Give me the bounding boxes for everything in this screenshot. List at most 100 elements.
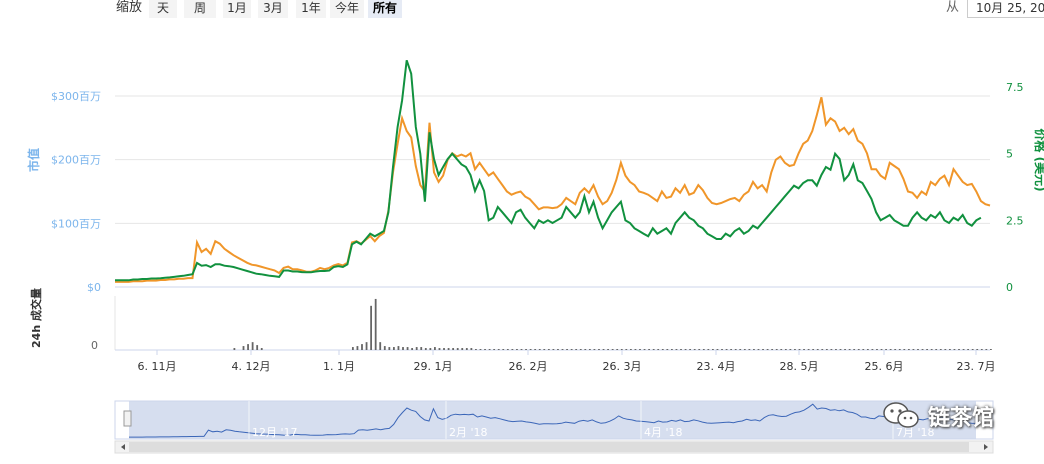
- zoom-button-0[interactable]: 天: [149, 0, 177, 18]
- navigator-label: 7月 '18: [896, 426, 935, 439]
- volume-bar: [958, 349, 960, 350]
- x-tick-label: 25. 6月: [865, 360, 904, 373]
- volume-bar: [397, 346, 400, 350]
- volume-bar: [748, 349, 751, 350]
- volume-bar: [552, 349, 555, 350]
- volume-bar: [912, 349, 915, 350]
- volume-bar: [566, 349, 568, 350]
- market-cap-line: [115, 97, 991, 283]
- volume-bar: [634, 349, 637, 350]
- volume-bar: [848, 349, 851, 350]
- from-label: 从: [946, 0, 960, 15]
- scroll-left-arrow: [121, 444, 125, 450]
- zoom-button-4[interactable]: 1年: [296, 0, 326, 18]
- volume-bar: [702, 349, 705, 350]
- x-tick-label: 6. 11月: [138, 360, 177, 373]
- volume-bar: [794, 349, 796, 350]
- volume-bar: [775, 349, 778, 350]
- volume-bar: [825, 349, 828, 350]
- volume-bar: [370, 305, 373, 350]
- volume-bar: [985, 349, 988, 350]
- volume-tick-label: 0: [91, 339, 98, 352]
- volume-bar: [835, 349, 837, 350]
- volume-bar: [739, 349, 742, 350]
- volume-bar: [871, 349, 874, 350]
- volume-bar: [383, 346, 386, 350]
- volume-bar: [921, 349, 924, 350]
- volume-bar: [424, 348, 427, 350]
- volume-bar: [470, 348, 473, 350]
- volume-bar: [698, 349, 701, 350]
- volume-bar: [260, 348, 263, 350]
- volume-bar: [356, 346, 359, 350]
- right-tick-label: 2.5: [1006, 214, 1024, 227]
- volume-bar: [971, 349, 974, 350]
- volume-bar: [712, 349, 714, 350]
- x-tick-label: 26. 3月: [603, 360, 642, 373]
- zoom-button-5[interactable]: 今年: [330, 0, 364, 18]
- volume-bar: [876, 349, 878, 350]
- volume-bar: [447, 348, 450, 350]
- volume-bar: [429, 348, 432, 350]
- volume-bar: [844, 349, 846, 350]
- volume-bar: [620, 349, 623, 350]
- volume-bar: [479, 349, 482, 350]
- volume-bar: [716, 349, 719, 350]
- volume-bar: [948, 349, 951, 350]
- zoom-button-6[interactable]: 所有: [368, 0, 402, 18]
- volume-bar: [771, 349, 774, 350]
- left-tick-label: $100百万: [51, 217, 101, 230]
- from-date-input[interactable]: 10月 25, 2017: [967, 0, 1044, 18]
- volume-bar: [506, 349, 509, 350]
- navigator-line: [129, 403, 977, 438]
- volume-bar: [402, 347, 404, 350]
- volume-bar: [593, 349, 596, 350]
- volume-bar: [652, 349, 655, 350]
- x-tick-label: 29. 1月: [414, 360, 453, 373]
- left-tick-label: $300百万: [51, 90, 101, 103]
- volume-bar: [789, 349, 792, 350]
- zoom-button-2[interactable]: 1月: [223, 0, 251, 18]
- volume-bar: [926, 349, 928, 350]
- volume-bar: [639, 349, 641, 350]
- right-tick-label: 7.5: [1006, 81, 1024, 94]
- volume-bar: [406, 347, 409, 350]
- zoom-label: 缩放: [116, 0, 143, 15]
- volume-bar: [821, 349, 824, 350]
- price-line: [115, 59, 982, 282]
- volume-bar: [598, 349, 600, 350]
- volume-bar: [361, 344, 363, 350]
- volume-bar: [830, 349, 833, 350]
- volume-bar: [534, 349, 537, 350]
- volume-axis-title: 24h 成交量: [29, 288, 43, 348]
- zoom-button-3[interactable]: 3月: [258, 0, 288, 18]
- volume-bar: [392, 347, 395, 350]
- left-axis-title: 市值: [26, 148, 41, 172]
- volume-bar: [743, 349, 746, 350]
- volume-bar: [707, 349, 710, 350]
- right-tick-label: 0: [1006, 281, 1013, 294]
- volume-bar: [939, 349, 942, 350]
- left-tick-label: $0: [87, 281, 101, 294]
- volume-bar: [351, 347, 354, 350]
- volume-bar: [465, 348, 468, 350]
- volume-bar: [648, 349, 651, 350]
- volume-bar: [374, 298, 377, 350]
- volume-bar: [862, 349, 865, 350]
- volume-bar: [525, 349, 527, 350]
- scrollbar-thumb: [129, 442, 969, 452]
- x-tick-label: 4. 12月: [232, 360, 271, 373]
- volume-bar: [607, 349, 609, 350]
- navigator-label: 12月 '17: [252, 426, 298, 439]
- volume-bar: [511, 349, 514, 350]
- volume-bar: [488, 349, 491, 350]
- volume-bar: [434, 347, 436, 350]
- zoom-button-1[interactable]: 周: [184, 0, 216, 18]
- volume-bar: [247, 344, 249, 350]
- volume-bar: [629, 349, 632, 350]
- volume-bar: [588, 349, 591, 350]
- volume-bar: [803, 349, 805, 350]
- volume-bar: [557, 349, 559, 350]
- volume-bar: [420, 347, 423, 350]
